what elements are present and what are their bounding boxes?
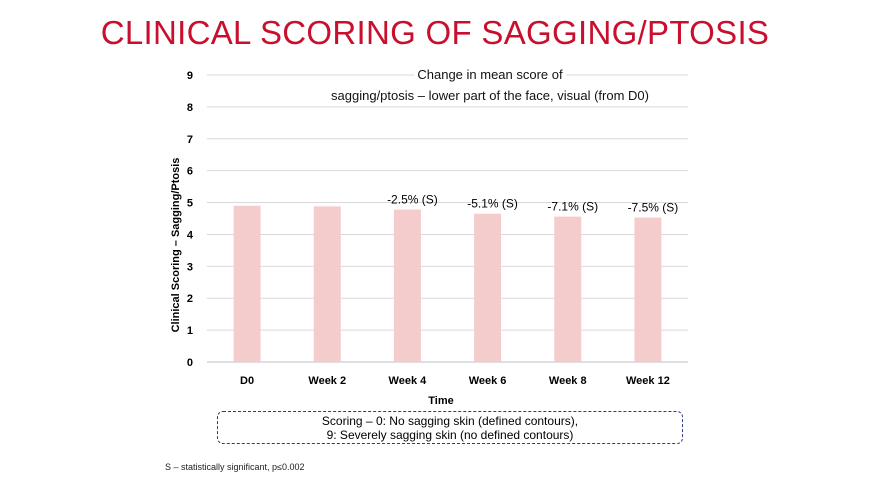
bar (634, 217, 662, 362)
bar (233, 205, 261, 362)
chart-title: Change in mean score of sagging/ptosis –… (300, 64, 680, 106)
bar-data-label: -2.5% (S) (387, 193, 438, 207)
scoring-legend-box: Scoring – 0: No sagging skin (defined co… (217, 411, 683, 444)
x-tick-label: Week 2 (308, 375, 346, 387)
footnote: S – statistically significant, p≤0.002 (165, 462, 305, 472)
y-tick-label: 6 (187, 166, 193, 178)
bar-data-label: -7.5% (S) (628, 201, 679, 215)
chart-bars (233, 205, 662, 362)
x-tick-label: Week 6 (469, 375, 507, 387)
data-labels: -2.5% (S) -5.1% (S) -7.1% (S) -7.5% (S) (387, 193, 678, 215)
x-tick-label: Week 8 (549, 375, 587, 387)
x-tick-label: D0 (240, 375, 254, 387)
y-tick-label: 7 (187, 134, 193, 146)
scoring-line-2: 9: Severely sagging skin (no defined con… (326, 428, 574, 442)
bar (554, 216, 582, 362)
scoring-line-1: Scoring – 0: No sagging skin (defined co… (321, 414, 579, 428)
chart-title-line2: sagging/ptosis – lower part of the face,… (328, 88, 652, 103)
y-tick-label: 9 (187, 70, 193, 82)
chart-title-line1: Change in mean score of (414, 67, 566, 82)
x-axis-ticks: D0 Week 2 Week 4 Week 6 Week 8 Week 12 (240, 375, 670, 387)
bar (313, 206, 341, 362)
y-axis-ticks: 0 1 2 3 4 5 6 7 8 9 (187, 70, 194, 369)
bar (393, 209, 421, 362)
bar-data-label: -5.1% (S) (467, 197, 518, 211)
y-tick-label: 2 (187, 293, 193, 305)
x-axis-label: Time (428, 395, 453, 407)
y-tick-label: 3 (187, 261, 193, 273)
y-tick-label: 1 (187, 325, 193, 337)
bar (474, 213, 502, 362)
chart-gridlines (207, 74, 688, 363)
y-axis-label: Clinical Scoring – Sagging/Ptosis (170, 158, 182, 333)
page-title: CLINICAL SCORING OF SAGGING/PTOSIS (100, 14, 770, 51)
x-tick-label: Week 12 (626, 375, 670, 387)
y-tick-label: 4 (187, 229, 194, 241)
y-tick-label: 8 (187, 102, 193, 114)
x-tick-label: Week 4 (389, 375, 428, 387)
bar-data-label: -7.1% (S) (547, 200, 598, 214)
y-tick-label: 5 (187, 198, 193, 210)
y-tick-label: 0 (187, 357, 193, 369)
